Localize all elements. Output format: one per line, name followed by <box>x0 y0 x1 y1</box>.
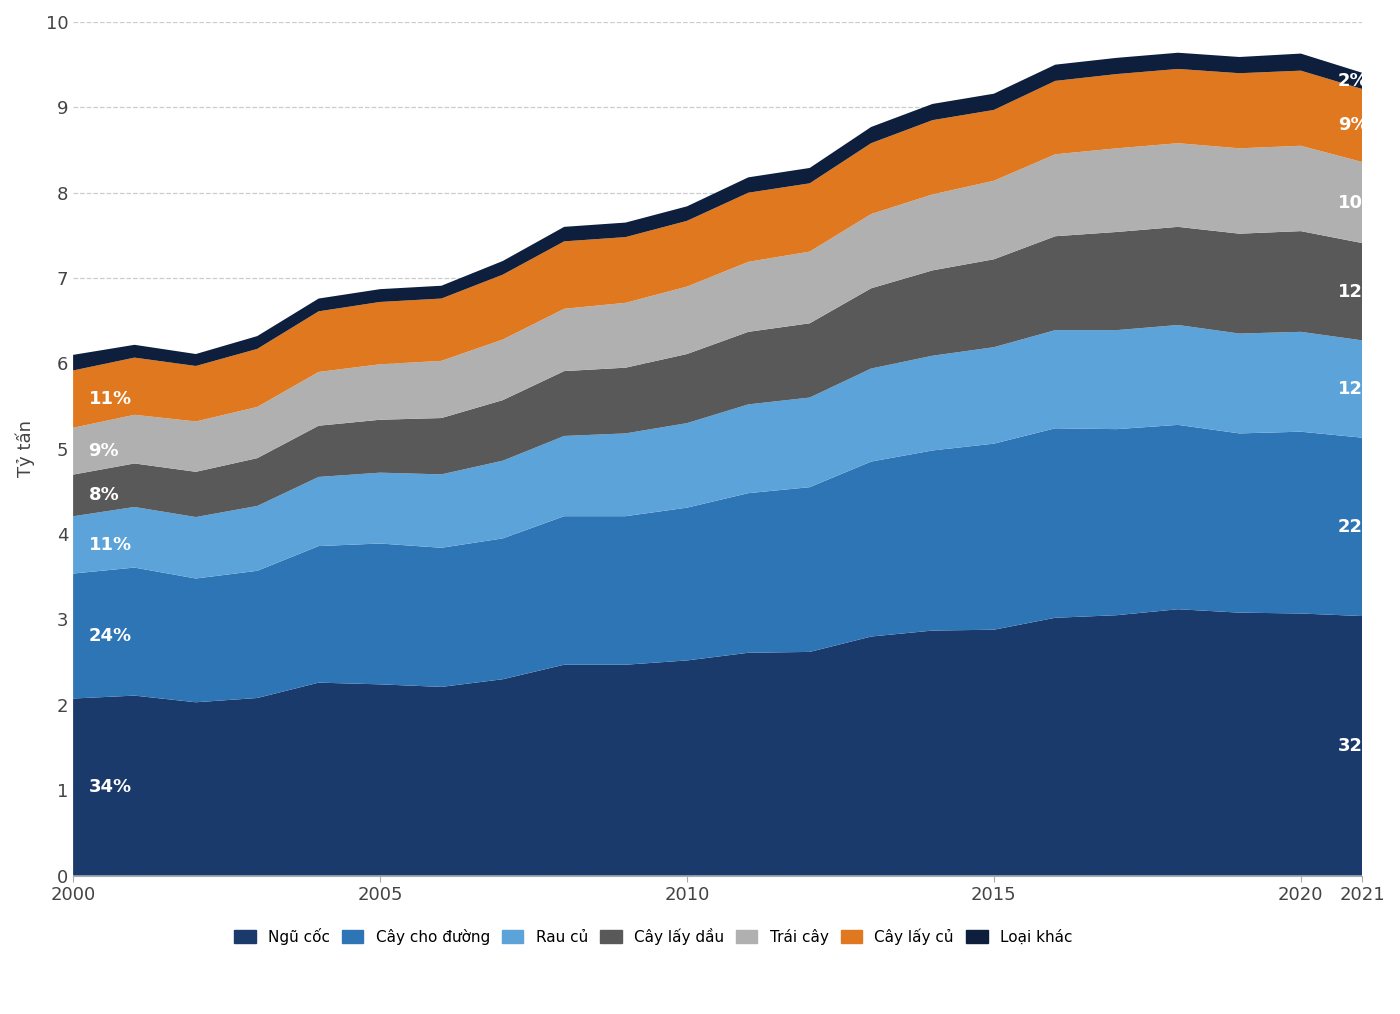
Text: 12%: 12% <box>1337 283 1380 301</box>
Y-axis label: Tỷ tấn: Tỷ tấn <box>15 420 35 478</box>
Text: 22%: 22% <box>1337 518 1380 535</box>
Text: 9%: 9% <box>1337 117 1368 135</box>
Text: 9%: 9% <box>88 442 119 460</box>
Text: 12%: 12% <box>1337 380 1380 399</box>
Text: 10%: 10% <box>1337 194 1380 212</box>
Text: 24%: 24% <box>88 627 132 645</box>
Legend: Ngũ cốc, Cây cho đường, Rau củ, Cây lấy dầu, Trái cây, Cây lấy củ, Loại khác: Ngũ cốc, Cây cho đường, Rau củ, Cây lấy … <box>234 928 1072 945</box>
Text: 2%: 2% <box>1337 72 1368 90</box>
Text: 34%: 34% <box>88 778 132 796</box>
Text: 11%: 11% <box>88 536 132 554</box>
Text: 32%: 32% <box>1337 737 1380 754</box>
Text: 8%: 8% <box>88 487 119 504</box>
Text: 11%: 11% <box>88 390 132 408</box>
